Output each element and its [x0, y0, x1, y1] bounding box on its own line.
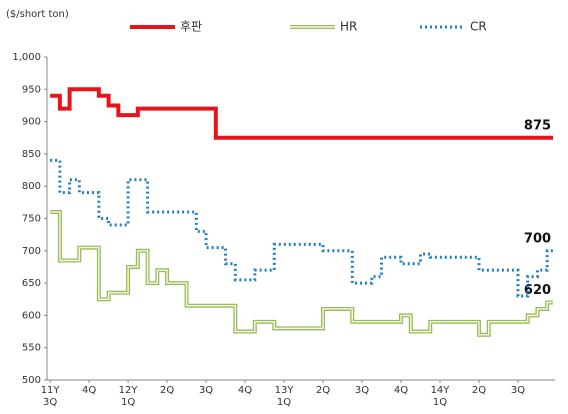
y-tick-label: 800: [22, 181, 41, 192]
x-tick-label: 12Y 1Q: [119, 385, 139, 408]
x-tick-label: 2Q: [160, 385, 174, 396]
x-tick-label: 3Q: [511, 385, 525, 396]
x-tick-label: 4Q: [394, 385, 408, 396]
y-tick-label: 700: [22, 246, 41, 257]
y-tick-label: 950: [22, 84, 41, 95]
y-tick-label: 850: [22, 149, 41, 160]
x-tick-label: 2Q: [472, 385, 486, 396]
series-line: [50, 210, 554, 337]
series-line-inner: [50, 211, 554, 336]
legend-label: HR: [340, 20, 357, 34]
x-tick-label: 3Q: [355, 385, 369, 396]
x-tick-label: 4Q: [238, 385, 252, 396]
x-tick-label: 4Q: [82, 385, 96, 396]
y-tick-label: 1,000: [12, 52, 41, 63]
y-tick-label: 600: [22, 310, 41, 321]
end-value-label: 620: [524, 283, 551, 298]
y-tick-label: 900: [22, 117, 41, 128]
y-tick-label: 650: [22, 278, 41, 289]
series-line: [50, 87, 554, 140]
legend-label: CR: [470, 20, 487, 34]
x-tick-label: 14Y 1Q: [431, 385, 451, 408]
x-tick-label: 3Q: [199, 385, 213, 396]
y-axis-label: ($/short ton): [6, 9, 69, 20]
legend-label: 후판: [180, 20, 202, 34]
x-tick-label: 11Y 3Q: [41, 385, 61, 408]
y-tick-label: 500: [22, 375, 41, 386]
series-line: [50, 158, 554, 298]
end-value-label: 875: [524, 118, 551, 133]
end-value-label: 700: [524, 231, 551, 246]
x-tick-label: 13Y 1Q: [275, 385, 295, 408]
x-tick-label: 2Q: [316, 385, 330, 396]
y-tick-label: 750: [22, 214, 41, 225]
y-tick-label: 550: [22, 343, 41, 354]
